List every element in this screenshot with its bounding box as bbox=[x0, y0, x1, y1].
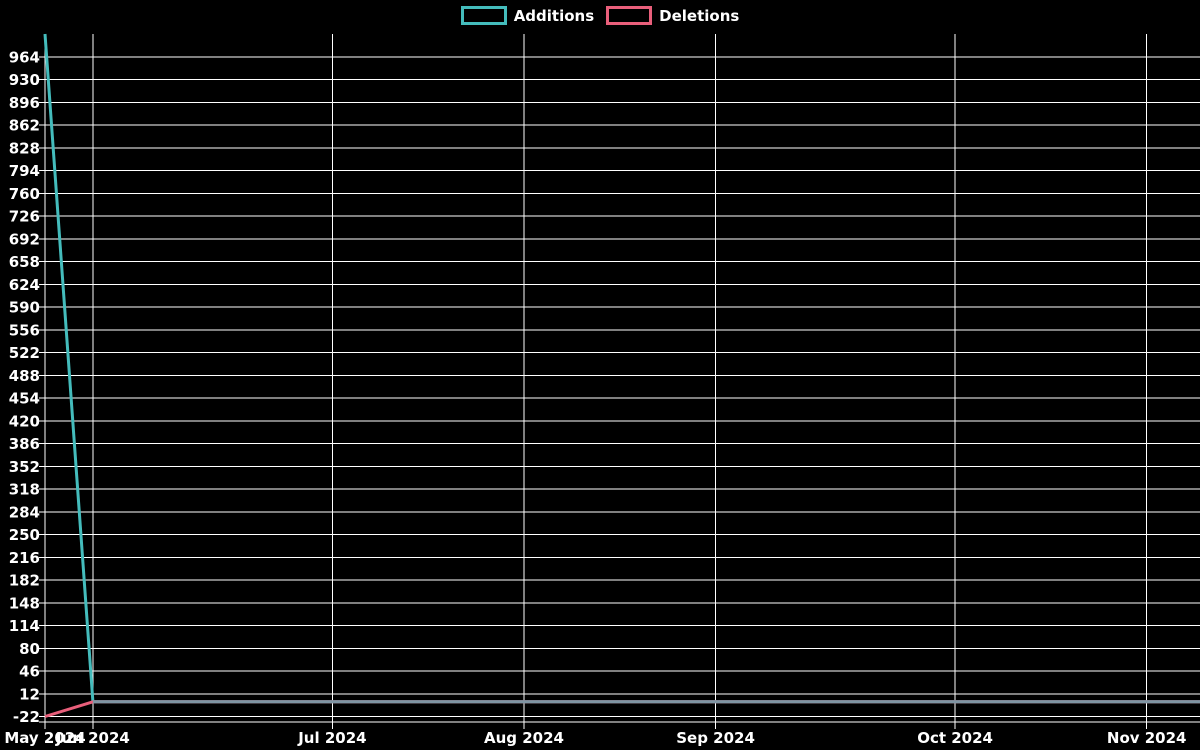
x-tick-label: Nov 2024 bbox=[1107, 729, 1187, 747]
y-tick-label: 556 bbox=[9, 321, 40, 339]
y-tick-label: 692 bbox=[9, 230, 40, 248]
y-tick-label: 454 bbox=[9, 390, 40, 408]
y-tick-label: 930 bbox=[9, 71, 40, 89]
y-tick-label: 896 bbox=[9, 94, 40, 112]
y-tick-label: 250 bbox=[9, 526, 40, 544]
y-tick-label: 284 bbox=[9, 503, 40, 521]
y-tick-label: 114 bbox=[9, 617, 40, 635]
y-tick-label: 590 bbox=[9, 299, 40, 317]
x-tick-label: Aug 2024 bbox=[484, 729, 564, 747]
y-tick-label: 182 bbox=[9, 572, 40, 590]
legend-label-additions: Additions bbox=[513, 6, 595, 25]
y-tick-label: 352 bbox=[9, 458, 40, 476]
y-tick-label: 46 bbox=[19, 663, 40, 681]
deletions-line bbox=[44, 700, 1200, 718]
y-tick-label: 522 bbox=[9, 344, 40, 362]
y-tick-label: 794 bbox=[9, 162, 40, 180]
y-tick-label: 12 bbox=[19, 685, 40, 703]
y-tick-label: 318 bbox=[9, 481, 40, 499]
legend-item-deletions[interactable]: Deletions bbox=[606, 6, 739, 25]
y-tick-label: 148 bbox=[9, 594, 40, 612]
additions-line bbox=[43, 33, 1200, 704]
x-tick-label: Sep 2024 bbox=[676, 729, 755, 747]
y-tick-label: 658 bbox=[9, 253, 40, 271]
y-tick-label: 216 bbox=[9, 549, 40, 567]
legend-item-additions[interactable]: Additions bbox=[460, 6, 595, 25]
y-tick-label: 828 bbox=[9, 139, 40, 157]
x-tick-label: Jul 2024 bbox=[297, 729, 366, 747]
x-tick-label: Oct 2024 bbox=[917, 729, 993, 747]
y-tick-label: 862 bbox=[9, 117, 40, 135]
y-tick-label: 488 bbox=[9, 367, 40, 385]
additions-color-swatch bbox=[460, 6, 507, 25]
y-tick-label: 624 bbox=[9, 276, 40, 294]
y-tick-label: 386 bbox=[9, 435, 40, 453]
deletions-color-swatch bbox=[606, 6, 653, 25]
legend-label-deletions: Deletions bbox=[659, 6, 740, 25]
y-tick-label: 420 bbox=[9, 412, 40, 430]
legend: Additions Deletions bbox=[0, 6, 1200, 25]
y-tick-label: 726 bbox=[9, 208, 40, 226]
y-tick-label: 80 bbox=[19, 640, 40, 658]
x-tick-label: May 2024 bbox=[4, 729, 85, 747]
x-tick-label: Jun 2024 bbox=[55, 729, 130, 747]
y-tick-label: 760 bbox=[9, 185, 40, 203]
y-tick-label: 964 bbox=[9, 48, 40, 66]
y-tick-label: -22 bbox=[13, 708, 40, 726]
